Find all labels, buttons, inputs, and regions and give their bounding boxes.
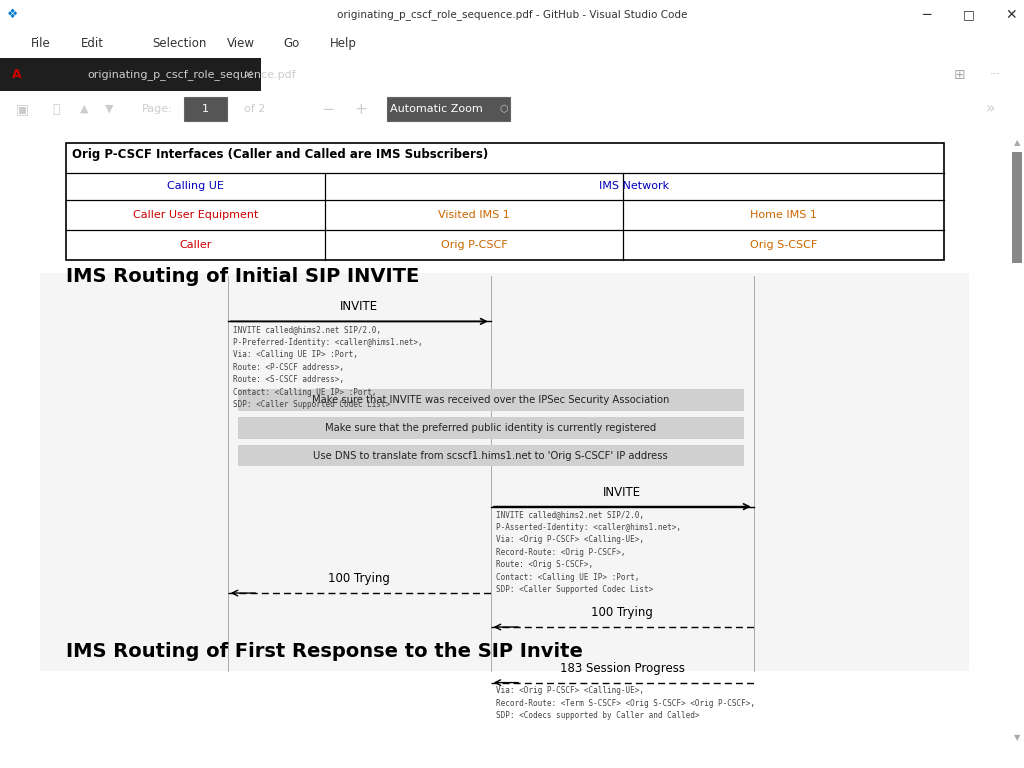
Text: □: □ bbox=[963, 8, 975, 21]
FancyBboxPatch shape bbox=[238, 417, 743, 439]
Text: INVITE: INVITE bbox=[603, 485, 641, 498]
FancyBboxPatch shape bbox=[36, 131, 974, 739]
Text: ─: ─ bbox=[923, 8, 931, 22]
Text: 𝗔: 𝗔 bbox=[11, 68, 22, 81]
Text: ▣: ▣ bbox=[16, 102, 29, 116]
Text: originating_p_cscf_role_sequence.pdf: originating_p_cscf_role_sequence.pdf bbox=[87, 69, 296, 80]
Text: Caller: Caller bbox=[179, 240, 211, 250]
Text: of 2: of 2 bbox=[244, 104, 265, 114]
Text: Orig P-CSCF Interfaces (Caller and Called are IMS Subscribers): Orig P-CSCF Interfaces (Caller and Calle… bbox=[72, 148, 488, 161]
FancyBboxPatch shape bbox=[1012, 152, 1022, 263]
FancyBboxPatch shape bbox=[238, 389, 743, 411]
Text: INVITE called@hims2.net SIP/2.0,
P-Preferred-Identity: <caller@hims1.net>,
Via: : INVITE called@hims2.net SIP/2.0, P-Prefe… bbox=[232, 325, 423, 409]
Text: Make sure that the preferred public identity is currently registered: Make sure that the preferred public iden… bbox=[326, 423, 656, 433]
Text: Selection: Selection bbox=[152, 38, 207, 50]
Text: 100 Trying: 100 Trying bbox=[591, 606, 653, 619]
Text: ▲: ▲ bbox=[1014, 138, 1020, 147]
Text: Visited IMS 1: Visited IMS 1 bbox=[438, 210, 510, 220]
Text: ···: ··· bbox=[990, 69, 1000, 80]
FancyBboxPatch shape bbox=[40, 273, 970, 671]
Text: Edit: Edit bbox=[81, 38, 103, 50]
Text: Automatic Zoom: Automatic Zoom bbox=[390, 104, 482, 114]
Text: ⏱: ⏱ bbox=[92, 751, 98, 762]
Text: Orig S-CSCF: Orig S-CSCF bbox=[751, 240, 817, 250]
FancyBboxPatch shape bbox=[0, 58, 261, 91]
Text: INVITE: INVITE bbox=[340, 300, 378, 313]
Text: Make sure that INVITE was received over the IPSec Security Association: Make sure that INVITE was received over … bbox=[312, 395, 670, 405]
Text: »: » bbox=[985, 101, 995, 117]
Text: ▼: ▼ bbox=[1014, 733, 1020, 742]
Text: −: − bbox=[322, 101, 334, 117]
Text: Home IMS 1: Home IMS 1 bbox=[751, 210, 817, 220]
Text: ✕: ✕ bbox=[243, 69, 253, 80]
Text: File: File bbox=[31, 38, 51, 50]
Text: Caller User Equipment: Caller User Equipment bbox=[132, 210, 258, 220]
Text: 183 Session Progress: 183 Session Progress bbox=[560, 661, 685, 674]
Text: 1: 1 bbox=[203, 104, 209, 114]
FancyBboxPatch shape bbox=[66, 143, 944, 260]
Text: ❖: ❖ bbox=[7, 8, 17, 21]
Text: IMS Routing of Initial SIP INVITE: IMS Routing of Initial SIP INVITE bbox=[66, 267, 419, 286]
Text: Page:: Page: bbox=[142, 104, 173, 114]
FancyBboxPatch shape bbox=[238, 445, 743, 466]
Text: INVITE called@hims2.net SIP/2.0,
P-Asserted-Identity: <caller@hims1.net>,
Via: <: INVITE called@hims2.net SIP/2.0, P-Asser… bbox=[496, 510, 681, 594]
Text: ▲: ▲ bbox=[80, 104, 88, 114]
Text: Calling UE: Calling UE bbox=[167, 181, 223, 191]
Text: Help: Help bbox=[330, 38, 356, 50]
Text: +: + bbox=[354, 101, 367, 117]
Text: View: View bbox=[226, 38, 255, 50]
Text: Orig P-CSCF: Orig P-CSCF bbox=[440, 240, 508, 250]
Text: 100 Trying: 100 Trying bbox=[329, 572, 390, 585]
Text: IMS Routing of First Response to the SIP Invite: IMS Routing of First Response to the SIP… bbox=[66, 643, 583, 661]
FancyBboxPatch shape bbox=[184, 98, 227, 121]
Text: Via: <Orig P-CSCF> <Calling-UE>,
Record-Route: <Term S-CSCF> <Orig S-CSCF> <Orig: Via: <Orig P-CSCF> <Calling-UE>, Record-… bbox=[496, 687, 755, 720]
Text: ⊘ 0  △ 0: ⊘ 0 △ 0 bbox=[12, 751, 52, 762]
FancyBboxPatch shape bbox=[387, 98, 510, 121]
Text: originating_p_cscf_role_sequence.pdf - GitHub - Visual Studio Code: originating_p_cscf_role_sequence.pdf - G… bbox=[337, 9, 687, 20]
Text: 🔍: 🔍 bbox=[52, 103, 60, 115]
Text: ⬡: ⬡ bbox=[500, 104, 508, 114]
Text: Use DNS to translate from scscf1.hims1.net to 'Orig S-CSCF' IP address: Use DNS to translate from scscf1.hims1.n… bbox=[313, 451, 668, 461]
Text: ✕: ✕ bbox=[1005, 8, 1017, 22]
Text: ⊞: ⊞ bbox=[953, 68, 966, 81]
Text: IMS Network: IMS Network bbox=[599, 181, 670, 191]
Text: Go: Go bbox=[284, 38, 300, 50]
Text: ▼: ▼ bbox=[105, 104, 114, 114]
Text: ☺: ☺ bbox=[998, 750, 1012, 763]
